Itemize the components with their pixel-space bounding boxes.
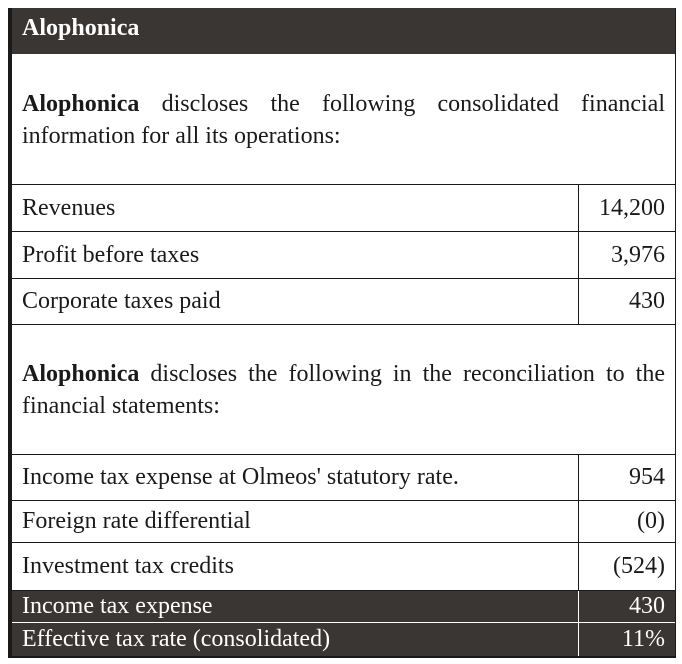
column-divider	[578, 623, 579, 656]
intro-paragraph: Alophonica discloses the following conso…	[22, 88, 665, 152]
table-row: Investment tax credits (524)	[12, 542, 675, 590]
row-label: Investment tax credits	[22, 553, 234, 579]
column-divider	[578, 455, 579, 500]
column-divider	[578, 543, 579, 590]
row-value: (524)	[613, 553, 665, 579]
reconciliation-paragraph: Alophonica discloses the following in th…	[22, 358, 665, 422]
intro-company-name: Alophonica	[22, 91, 140, 117]
reconciliation-company-name: Alophonica	[22, 361, 140, 387]
reconciliation-text: discloses the following in the reconcili…	[22, 361, 665, 419]
column-divider	[578, 501, 579, 542]
row-label: Corporate taxes paid	[22, 288, 221, 314]
row-value: 430	[629, 288, 665, 314]
total-value: 11%	[621, 626, 665, 652]
row-label: Revenues	[22, 194, 116, 221]
row-label: Income tax expense at Olmeos' statutory …	[22, 464, 459, 490]
table-row: Foreign rate differential (0)	[12, 500, 675, 542]
row-value: 954	[629, 464, 665, 490]
total-row: Effective tax rate (consolidated) 11%	[12, 622, 675, 656]
total-value: 430	[629, 593, 665, 619]
column-divider	[578, 279, 579, 324]
total-row: Income tax expense 430	[12, 590, 675, 622]
table-row: Profit before taxes 3,976	[12, 231, 675, 278]
column-divider	[578, 232, 579, 278]
row-value: 14,200	[599, 194, 665, 221]
row-label: Profit before taxes	[22, 241, 200, 268]
row-label: Foreign rate differential	[22, 508, 251, 534]
total-label: Income tax expense	[22, 593, 213, 619]
row-value: 3,976	[611, 241, 665, 268]
table-row: Revenues 14,200	[12, 184, 675, 231]
table-row: Corporate taxes paid 430	[12, 278, 675, 325]
intro-text: discloses the following consolidated fin…	[22, 91, 665, 149]
column-divider	[578, 185, 579, 231]
company-header: Alophonica	[12, 8, 675, 54]
column-divider	[578, 591, 579, 622]
disclosure-table: Alophonica Alophonica discloses the foll…	[8, 8, 676, 658]
total-label: Effective tax rate (consolidated)	[22, 626, 331, 652]
table-row: Income tax expense at Olmeos' statutory …	[12, 454, 675, 500]
row-value: (0)	[637, 508, 665, 534]
